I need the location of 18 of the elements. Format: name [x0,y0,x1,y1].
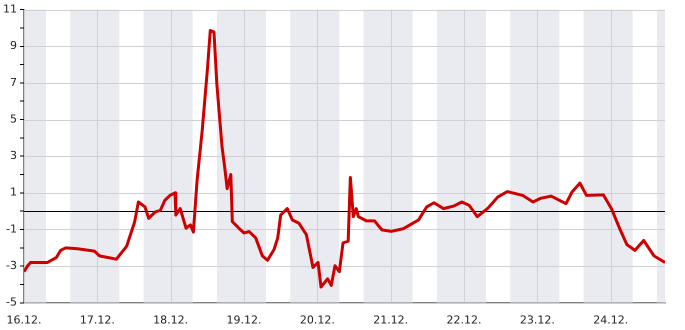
y-tick-label: 5 [10,112,17,126]
x-tick-label: 22.12. [446,313,482,326]
x-tick-label: 17.12. [80,313,115,326]
x-tick-label: 18.12. [153,313,188,326]
x-tick-label: 20.12. [300,313,335,326]
y-tick-label: 1 [10,186,17,199]
y-tick-label: 3 [10,149,17,162]
y-tick-label: 11 [2,2,17,16]
x-tick-label: 21.12. [373,313,408,326]
x-tick-label: 23.12. [520,313,555,326]
x-tick-label: 19.12. [226,313,262,326]
x-tick-label: 16.12. [6,313,42,326]
y-tick-label: -1 [6,222,17,236]
y-tick-label: 9 [10,39,17,52]
y-tick-label: 7 [10,76,17,89]
y-tick-label: -3 [6,259,17,272]
y-tick-label: -5 [6,296,17,309]
x-tick-label: 24.12. [593,313,628,326]
